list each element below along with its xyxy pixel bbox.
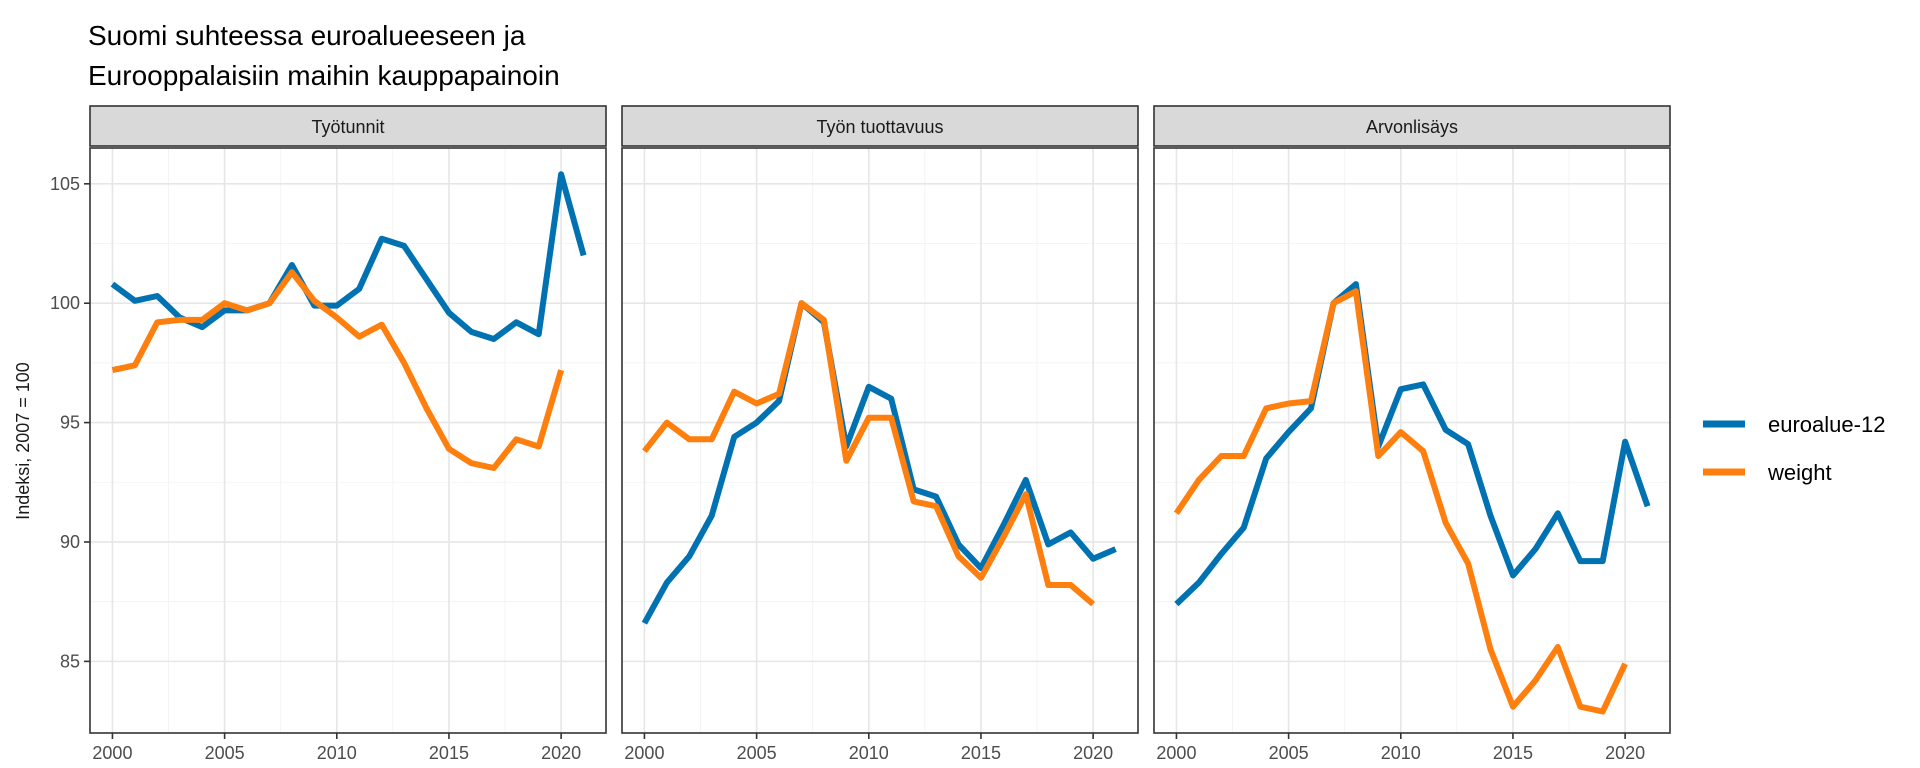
x-tick-label: 2005: [205, 743, 245, 763]
series-line-euroalue-12: [1174, 281, 1651, 607]
y-tick-label: 90: [60, 532, 80, 552]
x-tick-label: 2020: [1605, 743, 1645, 763]
series-line-weight: [642, 300, 1096, 607]
x-tick-label: 2000: [624, 743, 664, 763]
panel-border: [1153, 147, 1671, 734]
legend-label: weight: [1767, 460, 1832, 485]
x-tick-label: 2010: [317, 743, 357, 763]
facet-panel: Työn tuottavuus 2000 2005 2010 2015 2020: [621, 105, 1139, 763]
y-tick-label: 105: [50, 174, 80, 194]
x-tick-label: 2005: [737, 743, 777, 763]
y-tick-label: 100: [50, 293, 80, 313]
x-tick-label: 2015: [1493, 743, 1533, 763]
x-tick-label: 2015: [429, 743, 469, 763]
y-tick-label: 85: [60, 651, 80, 671]
y-axis-title: Indeksi, 2007 = 100: [13, 362, 33, 520]
legend-item: weight: [1703, 460, 1832, 485]
series-line-weight: [111, 269, 564, 471]
facet-panels: Työtunnit 2000 2005 2010 2015 2020 85 90 95 100 10…: [50, 105, 1671, 763]
facet-panel: Arvonlisäys 2000 2005 2010 2015 2020: [1153, 105, 1671, 763]
x-tick-label: 2015: [961, 743, 1001, 763]
facet-strip-label: Työtunnit: [311, 117, 384, 137]
legend-item: euroalue-12: [1703, 412, 1885, 437]
facet-strip-label: Työn tuottavuus: [816, 117, 943, 137]
facet-panel: Työtunnit 2000 2005 2010 2015 2020 85 90 95 100 10…: [50, 105, 607, 763]
facet-strip: [89, 105, 607, 147]
y-tick-label: 95: [60, 413, 80, 433]
legend-label: euroalue-12: [1768, 412, 1885, 437]
x-tick-label: 2000: [92, 743, 132, 763]
facet-strip: [1153, 105, 1671, 147]
chart-title-line2: Eurooppalaisiin maihin kauppapainoin: [88, 60, 560, 91]
series-line-weight: [1173, 288, 1628, 715]
x-tick-label: 2010: [849, 743, 889, 763]
x-tick-label: 2020: [541, 743, 581, 763]
panel-border: [89, 147, 607, 734]
facet-strip: [621, 105, 1139, 147]
legend: euroalue-12 weight: [1703, 412, 1885, 485]
x-tick-label: 2020: [1073, 743, 1113, 763]
x-tick-label: 2010: [1381, 743, 1421, 763]
x-tick-label: 2000: [1156, 743, 1196, 763]
x-tick-label: 2005: [1269, 743, 1309, 763]
series-line-euroalue-12: [641, 300, 1117, 625]
panel-border: [621, 147, 1139, 734]
chart-title-line1: Suomi suhteessa euroalueeseen ja: [88, 20, 526, 51]
facet-strip-label: Arvonlisäys: [1366, 117, 1458, 137]
